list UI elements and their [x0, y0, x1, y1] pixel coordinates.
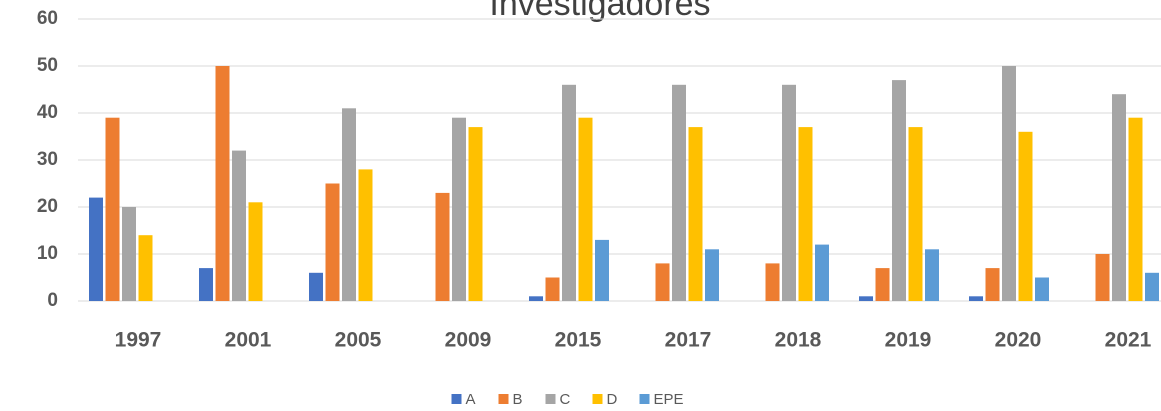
bar	[672, 84, 686, 301]
bar	[545, 277, 560, 301]
bar	[1018, 131, 1033, 301]
legend-label: A	[466, 391, 476, 408]
bar	[138, 235, 153, 301]
bar	[358, 169, 373, 301]
y-tick-label: 20	[37, 196, 58, 217]
bar	[199, 268, 213, 301]
y-tick-label: 10	[37, 243, 58, 264]
legend-label: D	[607, 391, 618, 408]
bar	[875, 268, 890, 301]
bar	[705, 249, 719, 301]
bar	[468, 127, 483, 301]
chart-title: Investigadores	[489, 0, 710, 23]
legend-swatch	[639, 394, 650, 404]
x-tick-label: 2020	[995, 329, 1042, 352]
x-tick-label: 2001	[225, 329, 272, 352]
bar	[105, 117, 120, 301]
bar	[798, 127, 813, 301]
x-tick-label: 2017	[665, 329, 712, 352]
bar	[122, 207, 136, 301]
bar	[892, 80, 906, 301]
legend-label: EPE	[654, 391, 684, 408]
bar	[1035, 277, 1049, 301]
bar	[562, 84, 576, 301]
bar	[595, 239, 609, 301]
bar	[1128, 117, 1143, 301]
bar	[985, 268, 1000, 301]
y-tick-label: 30	[37, 149, 58, 170]
x-tick-label: 2009	[445, 329, 492, 352]
bar	[859, 296, 873, 301]
bar	[1095, 254, 1110, 301]
bar	[1145, 272, 1159, 301]
bar	[215, 66, 230, 301]
x-tick-label: 2005	[335, 329, 382, 352]
bar	[782, 84, 796, 301]
x-tick-label: 2018	[775, 329, 822, 352]
legend-label: C	[560, 391, 571, 408]
bar	[765, 263, 780, 301]
bar	[309, 272, 323, 301]
bar	[452, 117, 466, 301]
bar	[815, 244, 829, 301]
bar	[342, 108, 356, 301]
bar	[578, 117, 593, 301]
bar	[925, 249, 939, 301]
x-tick-label: 1997	[115, 329, 162, 352]
bar	[655, 263, 670, 301]
bar	[908, 127, 923, 301]
y-tick-label: 60	[37, 8, 58, 29]
y-tick-label: 50	[37, 55, 58, 76]
legend-swatch	[592, 394, 603, 404]
legend-label: B	[513, 391, 523, 408]
bar	[1112, 94, 1126, 301]
bar	[325, 183, 340, 301]
bar	[248, 202, 263, 301]
bar	[969, 296, 983, 301]
legend-swatch	[545, 394, 556, 404]
legend-swatch	[498, 394, 509, 404]
x-tick-label: 2019	[885, 329, 932, 352]
legend-swatch	[451, 394, 462, 404]
bar	[435, 192, 450, 301]
bar	[1002, 66, 1016, 301]
bar	[529, 296, 543, 301]
x-tick-label: 2015	[555, 329, 602, 352]
bar	[688, 127, 703, 301]
x-tick-label: 2021	[1105, 329, 1152, 352]
y-tick-label: 0	[47, 290, 58, 311]
y-tick-label: 40	[37, 102, 58, 123]
bar	[232, 150, 246, 301]
bar	[89, 197, 103, 301]
